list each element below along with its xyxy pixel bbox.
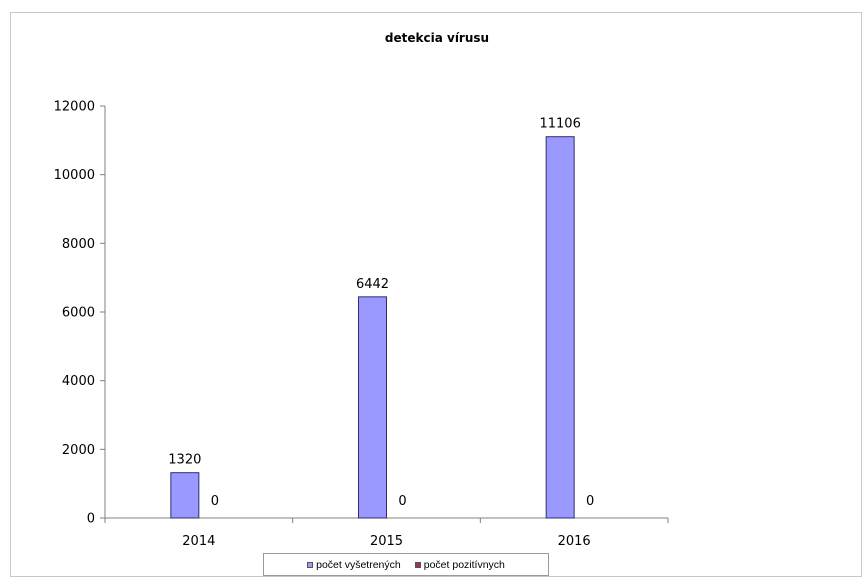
y-tick-label: 4000 xyxy=(62,374,95,389)
data-label-2016-series-2: 0 xyxy=(586,494,594,509)
data-label-2015-series-1: 6442 xyxy=(356,277,389,292)
x-tick-label: 2014 xyxy=(182,534,215,549)
legend-label-series-2: počet pozitívnych xyxy=(423,558,505,571)
bars-group xyxy=(170,136,575,519)
data-labels-group: 1320 0 6442 0 11106 0 xyxy=(168,117,594,509)
chart-frame xyxy=(10,12,862,577)
y-tick-label: 2000 xyxy=(62,443,95,458)
chart-title: detekcia vírusu xyxy=(385,31,489,45)
y-tick-label: 0 xyxy=(87,512,95,527)
y-tick-label: 10000 xyxy=(54,168,95,183)
data-label-2015-series-2: 0 xyxy=(398,494,406,509)
legend-swatch-series-2 xyxy=(414,561,421,568)
y-tick-label: 6000 xyxy=(62,306,95,321)
x-tick-label: 2016 xyxy=(558,534,591,549)
data-label-2014-series-1: 1320 xyxy=(168,453,201,468)
y-tick-label: 8000 xyxy=(62,237,95,252)
bar-2016-series-1 xyxy=(545,136,575,519)
legend-item-series-1: počet vyšetrených xyxy=(307,559,401,571)
x-tick-label: 2015 xyxy=(370,534,403,549)
legend-item-series-2: počet pozitívnych xyxy=(414,558,505,571)
data-label-2016-series-1: 11106 xyxy=(539,117,580,132)
x-axis-ticks: 2014 2015 2016 xyxy=(104,518,669,549)
bar-2015-series-1 xyxy=(358,296,387,519)
y-tick-label: 12000 xyxy=(54,100,95,115)
data-label-2014-series-2: 0 xyxy=(211,494,219,509)
legend-label-series-1: počet vyšetrených xyxy=(316,558,401,571)
y-axis-ticks: 0 2000 4000 6000 8000 10000 12000 xyxy=(54,100,105,527)
legend-swatch-series-1 xyxy=(307,561,314,568)
bar-2014-series-1 xyxy=(170,472,200,519)
legend: počet vyšetrených počet pozitívnych xyxy=(263,553,549,576)
